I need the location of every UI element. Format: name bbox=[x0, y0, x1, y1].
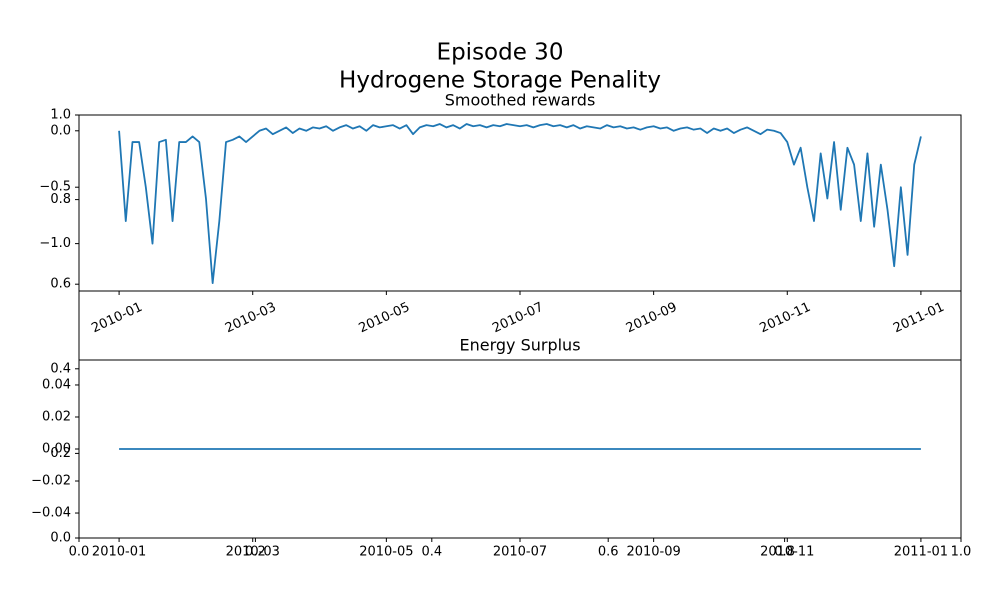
y-tick-label: −0.02 bbox=[31, 474, 71, 489]
axes-title: Smoothed rewards bbox=[445, 91, 596, 110]
axes-title: Energy Surplus bbox=[459, 336, 580, 355]
y-tick-label: 0.0 bbox=[50, 123, 71, 138]
line-series bbox=[118, 123, 922, 284]
y-tick-label: 0.00 bbox=[42, 442, 71, 457]
x-tick-label: 2010-11 bbox=[760, 545, 814, 560]
x-tick-label: 2010-09 bbox=[626, 545, 680, 560]
x-tick-label: 1.0 bbox=[951, 545, 972, 560]
x-tick-label: 0.8 bbox=[774, 545, 795, 560]
x-tick-label: 2010-05 bbox=[359, 545, 413, 560]
y-tick-label: 0.4 bbox=[50, 361, 71, 376]
y-tick-label: 0.04 bbox=[42, 377, 71, 392]
figure-title: Hydrogene Storage Penality bbox=[339, 68, 661, 94]
axes-frame bbox=[78, 114, 962, 292]
y-tick-label: −0.04 bbox=[31, 506, 71, 521]
y-tick-label: 0.2 bbox=[50, 446, 71, 461]
y-tick-label: −1.0 bbox=[39, 236, 71, 251]
x-tick-label: 0.2 bbox=[245, 545, 266, 560]
figure-title: Episode 30 bbox=[437, 40, 564, 66]
x-tick-label: 2010-07 bbox=[493, 545, 547, 560]
x-tick-label: 2010-01 bbox=[92, 545, 146, 560]
y-tick-label: 0.6 bbox=[50, 277, 71, 292]
x-tick-label: 0.6 bbox=[598, 545, 619, 560]
y-tick-label: 1.0 bbox=[50, 108, 71, 123]
x-tick-label: 0.0 bbox=[69, 545, 90, 560]
x-tick-label: 2011-01 bbox=[894, 545, 948, 560]
y-tick-label: 0.02 bbox=[42, 409, 71, 424]
x-tick-label: 0.4 bbox=[421, 545, 442, 560]
y-tick-label: −0.5 bbox=[39, 180, 71, 195]
y-tick-label: 0.8 bbox=[50, 192, 71, 207]
axes-frame bbox=[78, 359, 962, 539]
x-tick-label: 2010-03 bbox=[226, 545, 280, 560]
y-tick-label: 0.0 bbox=[50, 531, 71, 546]
